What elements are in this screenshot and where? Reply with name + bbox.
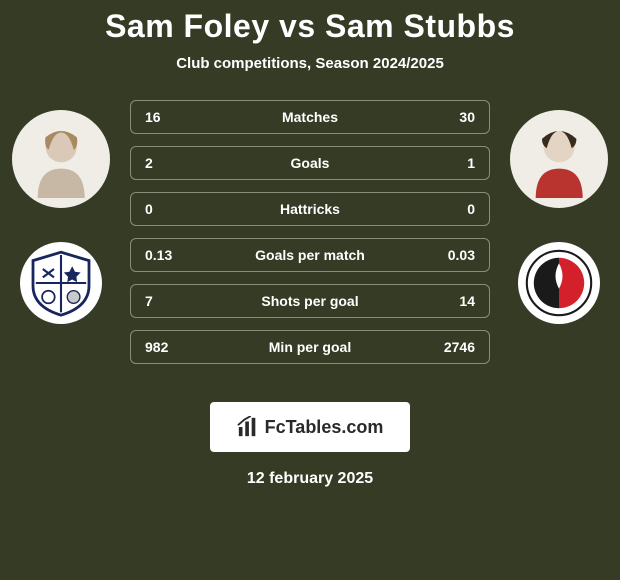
- stat-label: Min per goal: [205, 339, 415, 355]
- stat-label: Hattricks: [205, 201, 415, 217]
- club-left-badge: [20, 242, 102, 324]
- stat-left-value: 16: [145, 109, 205, 125]
- subtitle: Club competitions, Season 2024/2025: [0, 55, 620, 72]
- stat-row: 16 Matches 30: [130, 100, 490, 134]
- source-logo: FcTables.com: [210, 402, 410, 452]
- stat-left-value: 2: [145, 155, 205, 171]
- stat-row: 7 Shots per goal 14: [130, 284, 490, 318]
- stat-rows: 16 Matches 30 2 Goals 1 0 Hattricks 0 0.…: [130, 100, 490, 376]
- stat-left-value: 0.13: [145, 247, 205, 263]
- page-title: Sam Foley vs Sam Stubbs: [0, 0, 620, 45]
- stat-label: Goals per match: [205, 247, 415, 263]
- chart-bars-icon: [237, 416, 259, 438]
- stat-left-value: 0: [145, 201, 205, 217]
- player-right-avatar: [510, 110, 608, 208]
- stat-right-value: 0.03: [415, 247, 475, 263]
- shield-icon: [524, 248, 594, 318]
- comparison-panel: 16 Matches 30 2 Goals 1 0 Hattricks 0 0.…: [0, 100, 620, 390]
- stat-right-value: 14: [415, 293, 475, 309]
- stat-right-value: 0: [415, 201, 475, 217]
- stat-left-value: 982: [145, 339, 205, 355]
- stat-right-value: 2746: [415, 339, 475, 355]
- stat-row: 2 Goals 1: [130, 146, 490, 180]
- stat-row: 0 Hattricks 0: [130, 192, 490, 226]
- club-right-badge: [518, 242, 600, 324]
- player-left-avatar: [12, 110, 110, 208]
- source-logo-text: FcTables.com: [265, 417, 384, 438]
- stat-row: 982 Min per goal 2746: [130, 330, 490, 364]
- stat-left-value: 7: [145, 293, 205, 309]
- stat-label: Shots per goal: [205, 293, 415, 309]
- stat-label: Goals: [205, 155, 415, 171]
- stat-right-value: 30: [415, 109, 475, 125]
- date-text: 12 february 2025: [0, 470, 620, 488]
- shield-icon: [26, 248, 96, 318]
- person-icon: [520, 120, 598, 198]
- stat-row: 0.13 Goals per match 0.03: [130, 238, 490, 272]
- stat-right-value: 1: [415, 155, 475, 171]
- person-icon: [22, 120, 100, 198]
- stat-label: Matches: [205, 109, 415, 125]
